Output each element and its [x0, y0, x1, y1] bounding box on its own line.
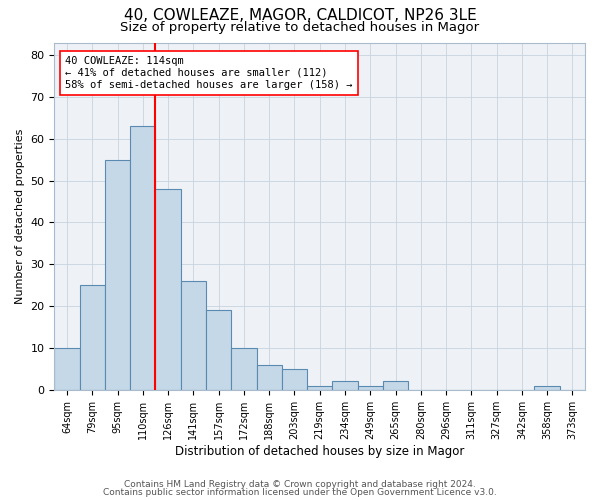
Bar — [332, 382, 358, 390]
Text: 40, COWLEAZE, MAGOR, CALDICOT, NP26 3LE: 40, COWLEAZE, MAGOR, CALDICOT, NP26 3LE — [124, 8, 476, 22]
Bar — [257, 364, 282, 390]
Bar — [358, 386, 383, 390]
Bar — [80, 285, 105, 390]
Bar — [231, 348, 257, 390]
Text: 40 COWLEAZE: 114sqm
← 41% of detached houses are smaller (112)
58% of semi-detac: 40 COWLEAZE: 114sqm ← 41% of detached ho… — [65, 56, 353, 90]
Text: Contains HM Land Registry data © Crown copyright and database right 2024.: Contains HM Land Registry data © Crown c… — [124, 480, 476, 489]
Bar — [307, 386, 332, 390]
Y-axis label: Number of detached properties: Number of detached properties — [15, 128, 25, 304]
Bar — [55, 348, 80, 390]
Bar — [105, 160, 130, 390]
Bar — [206, 310, 231, 390]
Bar — [155, 189, 181, 390]
Text: Size of property relative to detached houses in Magor: Size of property relative to detached ho… — [121, 22, 479, 35]
Bar — [383, 382, 408, 390]
Bar — [181, 281, 206, 390]
Bar — [130, 126, 155, 390]
Bar — [282, 369, 307, 390]
Text: Contains public sector information licensed under the Open Government Licence v3: Contains public sector information licen… — [103, 488, 497, 497]
X-axis label: Distribution of detached houses by size in Magor: Distribution of detached houses by size … — [175, 444, 464, 458]
Bar — [535, 386, 560, 390]
